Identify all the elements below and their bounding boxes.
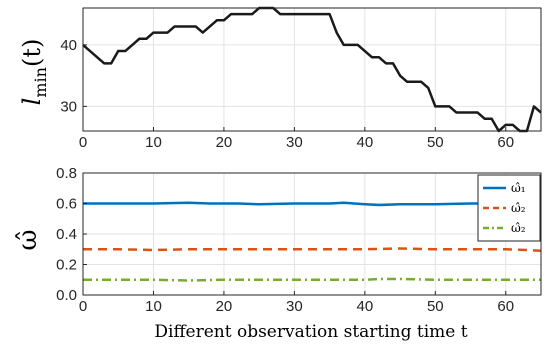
y-axis-label-bottom: ω̂: [13, 229, 43, 250]
series-line-3: [83, 277, 541, 282]
y-axis-label-top-text: lmin(t): [18, 39, 50, 106]
x-tick-label: 60: [497, 298, 514, 315]
y-tick-label: 30: [60, 98, 77, 115]
y-tick-label: 0.8: [56, 165, 77, 182]
legend: ω̂₁ ω̂₂ ω̂₂: [477, 174, 541, 242]
bottom-panel: 0 10 20 30 40 50 60 0.0 0.2 0.4 0.6 0.8: [56, 165, 542, 315]
x-axis-label: Different observation starting time t: [154, 322, 467, 342]
y-tick-label: 0.6: [56, 196, 77, 213]
axes-frame: [82, 7, 542, 132]
x-tick-label: 50: [427, 298, 444, 315]
y-tick-label: 40: [60, 37, 77, 54]
x-tick-label: 40: [357, 134, 374, 151]
x-tick-label: 20: [216, 134, 233, 151]
x-tick-label: 40: [357, 298, 374, 315]
x-tick-label: 10: [145, 134, 162, 151]
plot-area: [83, 8, 541, 131]
series-line-1: [82, 6, 542, 133]
series-line-2: [83, 247, 542, 253]
x-tick-label: 0: [79, 134, 87, 151]
x-tick-label: 0: [79, 298, 87, 315]
x-tick-label: 30: [286, 298, 303, 315]
y-axis-label-top: lmin(t): [18, 39, 50, 106]
legend-label-2: ω̂₂: [511, 201, 526, 215]
legend-label-1: ω̂₁: [511, 181, 526, 195]
x-tick-label: 60: [497, 134, 514, 151]
series-line-1: [83, 201, 542, 207]
x-tick-label: 10: [145, 298, 162, 315]
x-tick-label: 50: [427, 134, 444, 151]
y-tick-label: 0.0: [56, 287, 77, 304]
x-tick-label: 20: [216, 298, 233, 315]
legend-label-3: ω̂₂: [511, 221, 526, 235]
y-tick-label: 0.4: [56, 226, 77, 243]
y-tick-label: 0.2: [56, 257, 77, 274]
x-tick-label: 30: [286, 134, 303, 151]
top-panel: 0 10 20 30 40 50 60 30 40: [60, 6, 542, 151]
